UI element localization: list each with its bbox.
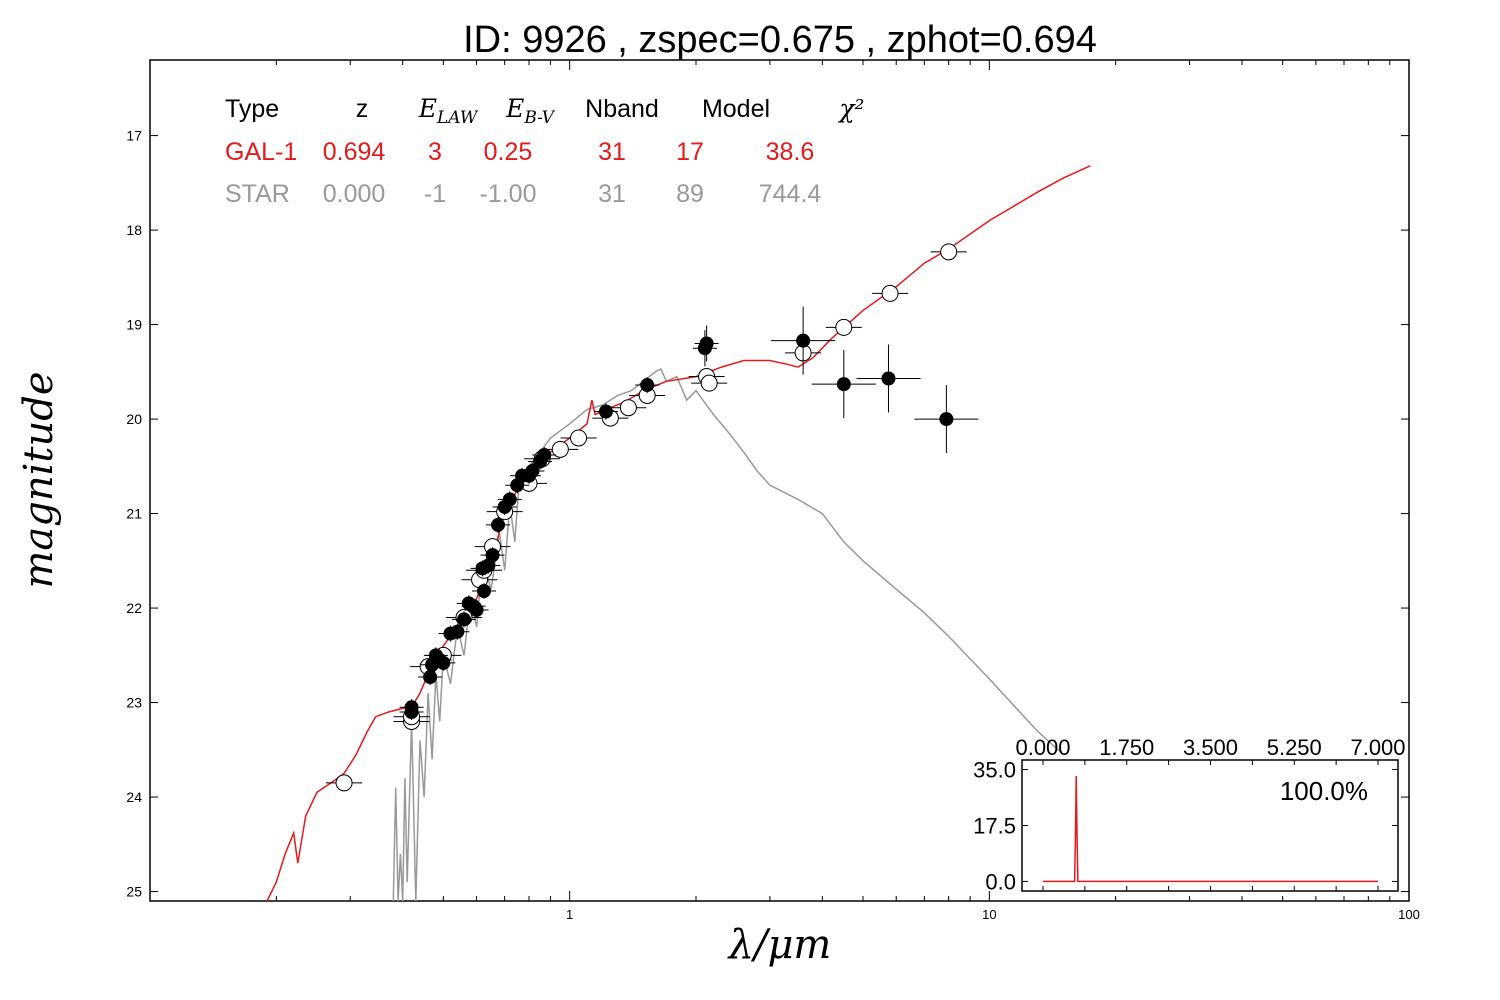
star-sed-curve xyxy=(392,367,1064,902)
observed-point xyxy=(450,624,465,639)
observed-points xyxy=(399,306,979,721)
header-ebv: EB-V xyxy=(505,94,556,128)
header-nband: Nband xyxy=(585,95,659,123)
inset-ticks xyxy=(1022,760,1398,891)
model-point xyxy=(940,243,958,261)
inset-y-tick-label: 0.0 xyxy=(985,869,1016,894)
pdz-line xyxy=(1043,775,1378,883)
observed-point xyxy=(502,492,517,507)
y-tick-label: 17 xyxy=(126,128,142,144)
y-tick-label: 22 xyxy=(126,600,142,616)
fit-table: Type z ELAW EB-V Nband Model χ² GAL-1 0.694 3 0.25… xyxy=(225,94,865,208)
observed-point xyxy=(796,333,811,348)
star-cell: -1 xyxy=(424,180,446,208)
observed-point xyxy=(640,378,655,393)
observed-point xyxy=(436,655,451,670)
star-cell: -1.00 xyxy=(480,180,537,208)
observed-point xyxy=(469,602,484,617)
y-tick-label: 18 xyxy=(126,222,142,238)
galaxy-cell: 0.25 xyxy=(484,138,533,166)
galaxy-cell: 17 xyxy=(676,138,704,166)
galaxy-cell: 0.694 xyxy=(323,138,386,166)
inset-x-tick-label: 1.750 xyxy=(1099,735,1154,760)
model-point xyxy=(881,284,899,302)
observed-point xyxy=(477,584,492,599)
model-point xyxy=(700,374,718,392)
observed-point xyxy=(836,377,851,392)
galaxy-cell: 31 xyxy=(598,138,626,166)
observed-point xyxy=(537,447,552,462)
model-points xyxy=(326,243,967,792)
observed-point xyxy=(699,336,714,351)
galaxy-sed-curve xyxy=(266,165,1091,902)
observed-point xyxy=(404,705,419,720)
x-tick-labels: 1 10 100 xyxy=(566,907,1420,922)
x-tick-label: 10 xyxy=(982,907,996,922)
inset-y-tick-label: 17.5 xyxy=(973,814,1016,839)
model-point xyxy=(335,774,353,792)
galaxy-cell: 38.6 xyxy=(766,138,815,166)
x-tick-label: 1 xyxy=(566,907,573,922)
header-type: Type xyxy=(225,95,279,123)
star-cell: 744.4 xyxy=(759,180,822,208)
header-model: Model xyxy=(702,95,770,123)
inset-y-tick-labels: 0.0 17.5 35.0 xyxy=(973,758,1016,895)
observed-point xyxy=(881,371,896,386)
observed-point xyxy=(525,464,540,479)
inset-x-tick-label: 7.000 xyxy=(1350,735,1405,760)
y-tick-label: 24 xyxy=(126,789,142,805)
y-tick-label: 19 xyxy=(126,317,142,333)
inset-x-tick-label: 0.000 xyxy=(1015,735,1070,760)
x-ticks xyxy=(149,60,1391,901)
y-tick-label: 25 xyxy=(126,884,142,900)
galaxy-cell: GAL-1 xyxy=(225,138,297,166)
inset-x-tick-labels: 0.000 1.750 3.500 5.250 7.000 xyxy=(1015,735,1405,760)
x-axis-label: λ/μm xyxy=(727,922,832,968)
header-z: z xyxy=(356,95,369,123)
inset-background xyxy=(1021,759,1399,892)
x-tick-label: 100 xyxy=(1398,907,1420,922)
inset-y-tick-label: 35.0 xyxy=(973,758,1016,783)
y-tick-label: 21 xyxy=(126,506,142,522)
observed-point xyxy=(456,612,471,627)
y-axis-label: magnitude xyxy=(16,371,62,588)
observed-point xyxy=(939,412,954,427)
observed-point xyxy=(491,517,506,532)
observed-point xyxy=(423,670,438,685)
star-cell: 31 xyxy=(598,180,626,208)
y-tick-labels: 17 18 19 20 21 22 23 24 25 xyxy=(126,128,142,900)
inset-x-tick-label: 5.250 xyxy=(1267,735,1322,760)
galaxy-cell: 3 xyxy=(428,138,442,166)
star-cell: 89 xyxy=(676,180,704,208)
inset-x-tick-label: 3.500 xyxy=(1183,735,1238,760)
model-point xyxy=(570,429,588,447)
model-point xyxy=(551,440,569,458)
header-elaw: ELAW xyxy=(418,94,479,128)
y-tick-label: 23 xyxy=(126,695,142,711)
observed-point xyxy=(485,548,500,563)
header-chi2: χ² xyxy=(837,94,864,123)
plot-frame xyxy=(149,59,1410,902)
model-point xyxy=(835,318,853,336)
chart-title: ID: 9926 , zspec=0.675 , zphot=0.694 xyxy=(463,19,1097,61)
star-cell: STAR xyxy=(225,180,290,208)
star-cell: 0.000 xyxy=(323,180,386,208)
pdz-annotation: 100.0% xyxy=(1280,776,1368,806)
observed-point xyxy=(598,404,613,419)
y-tick-label: 20 xyxy=(126,411,142,427)
model-point xyxy=(619,399,637,417)
pdz-inset: 0.000 1.750 3.500 5.250 7.000 0.0 17.5 35.0 10… xyxy=(973,735,1405,894)
y-ticks xyxy=(150,135,1409,893)
